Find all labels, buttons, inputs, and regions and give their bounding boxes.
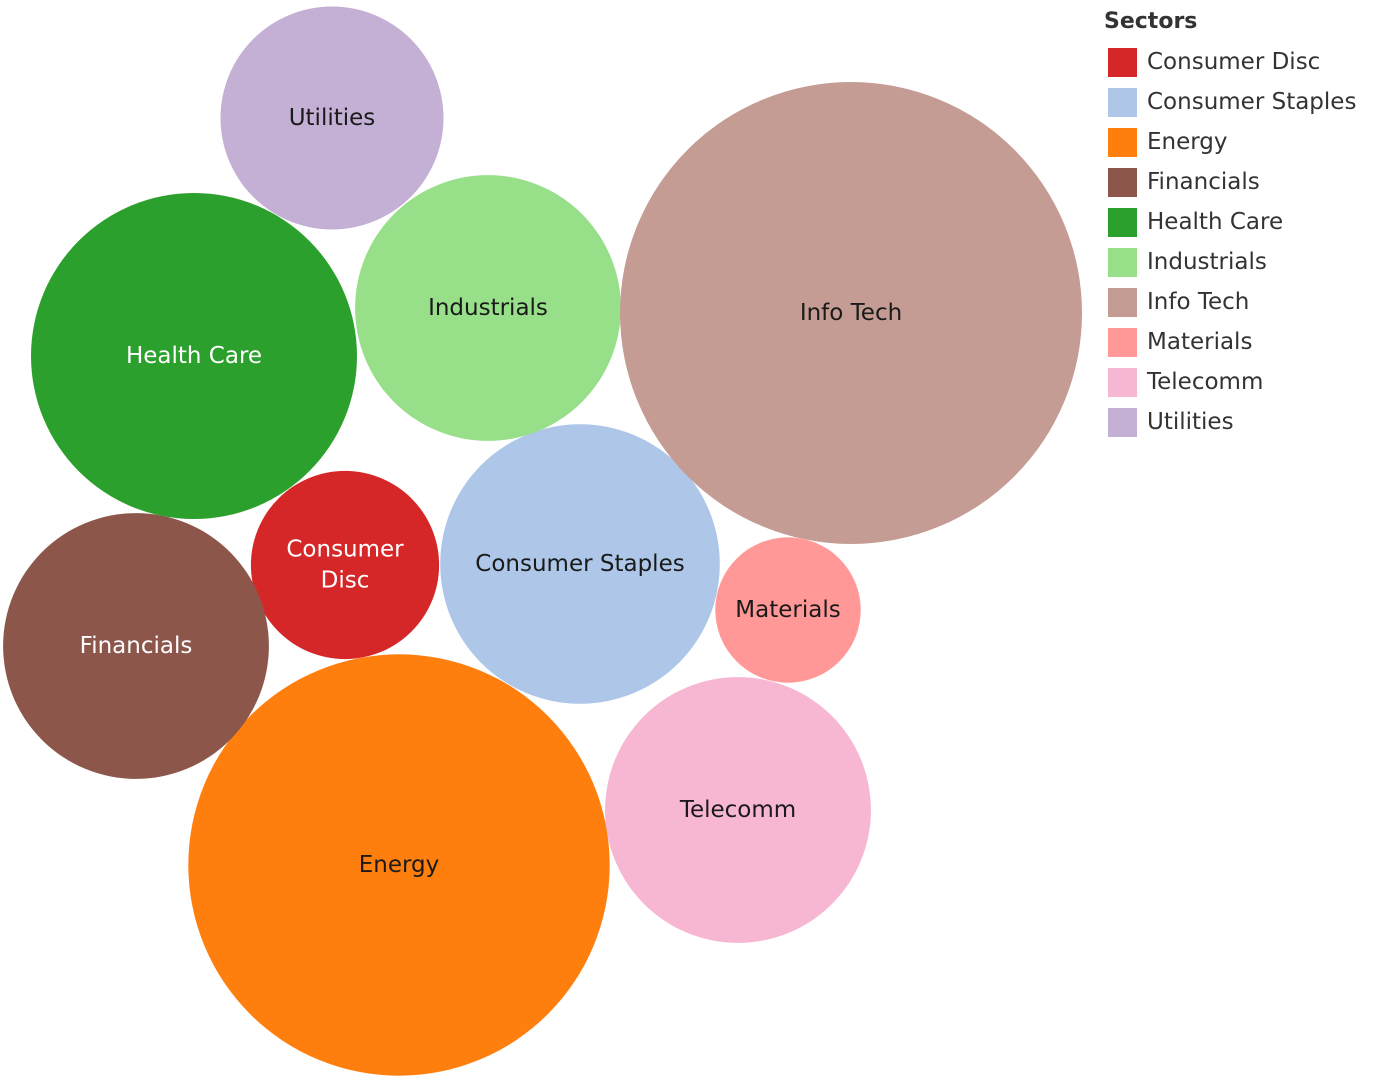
bubble-circle-consumer-disc[interactable] bbox=[250, 470, 440, 660]
bubble-financials[interactable]: Financials bbox=[3, 513, 269, 779]
bubble-telecomm[interactable]: Telecomm bbox=[605, 677, 871, 943]
bubble-materials[interactable]: Materials bbox=[715, 537, 861, 683]
legend-label: Health Care bbox=[1147, 209, 1284, 235]
legend-item-utilities[interactable]: Utilities bbox=[1104, 402, 1374, 442]
bubble-label-energy: Energy bbox=[359, 852, 440, 878]
bubble-label-industrials: Industrials bbox=[428, 295, 548, 321]
bubble-utilities[interactable]: Utilities bbox=[220, 6, 444, 230]
bubble-label-info-tech: Info Tech bbox=[800, 300, 902, 326]
bubble-label-health-care: Health Care bbox=[126, 343, 262, 369]
legend-swatch bbox=[1108, 47, 1137, 77]
legend-item-financials[interactable]: Financials bbox=[1104, 162, 1374, 202]
bubble-industrials[interactable]: Industrials bbox=[355, 175, 621, 441]
bubble-circle-utilities[interactable] bbox=[220, 6, 444, 230]
legend-item-consumer-disc[interactable]: Consumer Disc bbox=[1104, 42, 1374, 82]
bubble-label-consumer-staples: Consumer Staples bbox=[475, 551, 684, 577]
bubble-label-line: Disc bbox=[321, 568, 370, 594]
bubble-consumer-staples[interactable]: Consumer Staples bbox=[440, 424, 720, 704]
legend-label: Telecomm bbox=[1147, 369, 1264, 395]
legend-item-consumer-staples[interactable]: Consumer Staples bbox=[1104, 82, 1374, 122]
legend-swatch bbox=[1108, 287, 1137, 317]
bubbles-group: Consumer Disc Consumer Staples Energy Financ… bbox=[3, 6, 1082, 1076]
bubble-label-line: Health Care bbox=[126, 343, 262, 369]
bubble-label-line: Utilities bbox=[289, 105, 376, 131]
bubble-health-care[interactable]: Health Care bbox=[31, 193, 357, 519]
legend-label: Financials bbox=[1147, 169, 1260, 195]
legend: Sectors Consumer Disc Consumer Staples Ene… bbox=[1104, 6, 1374, 442]
legend-item-energy[interactable]: Energy bbox=[1104, 122, 1374, 162]
bubble-circle-materials[interactable] bbox=[715, 537, 861, 683]
bubble-circle-health-care[interactable] bbox=[31, 193, 357, 519]
bubble-circle-industrials[interactable] bbox=[355, 175, 621, 441]
legend-item-health-care[interactable]: Health Care bbox=[1104, 202, 1374, 242]
bubble-label-line: Telecomm bbox=[679, 797, 796, 823]
bubble-consumer-disc[interactable]: Consumer Disc bbox=[250, 470, 440, 660]
bubble-circle-telecomm[interactable] bbox=[605, 677, 871, 943]
legend-label: Materials bbox=[1147, 329, 1253, 355]
bubble-label-consumer-disc: Consumer Disc bbox=[286, 537, 404, 594]
bubble-info-tech[interactable]: Info Tech bbox=[620, 82, 1082, 544]
legend-label: Consumer Staples bbox=[1147, 89, 1357, 115]
bubble-label-line: Consumer bbox=[286, 537, 404, 563]
legend-item-industrials[interactable]: Industrials bbox=[1104, 242, 1374, 282]
legend-item-telecomm[interactable]: Telecomm bbox=[1104, 362, 1374, 402]
bubble-circle-energy[interactable] bbox=[188, 654, 610, 1076]
bubble-energy[interactable]: Energy bbox=[188, 654, 610, 1076]
legend-swatch bbox=[1108, 327, 1137, 357]
bubble-label-line: Consumer Staples bbox=[475, 551, 684, 577]
legend-label: Info Tech bbox=[1147, 289, 1250, 315]
bubble-label-line: Financials bbox=[80, 633, 193, 659]
bubble-label-telecomm: Telecomm bbox=[679, 797, 796, 823]
legend-label: Energy bbox=[1147, 129, 1228, 155]
legend-swatch bbox=[1108, 367, 1137, 397]
legend-swatch bbox=[1108, 247, 1137, 277]
legend-label: Industrials bbox=[1147, 249, 1267, 275]
legend-label: Utilities bbox=[1147, 409, 1234, 435]
legend-item-info-tech[interactable]: Info Tech bbox=[1104, 282, 1374, 322]
bubble-circle-financials[interactable] bbox=[3, 513, 269, 779]
bubble-label-utilities: Utilities bbox=[289, 105, 376, 131]
legend-swatch bbox=[1108, 87, 1137, 117]
legend-swatch bbox=[1108, 167, 1137, 197]
bubble-label-line: Info Tech bbox=[800, 300, 902, 326]
bubble-label-line: Materials bbox=[735, 597, 840, 623]
bubble-label-line: Energy bbox=[359, 852, 440, 878]
legend-swatch bbox=[1108, 207, 1137, 237]
legend-label: Consumer Disc bbox=[1147, 49, 1321, 75]
bubble-label-financials: Financials bbox=[80, 633, 193, 659]
legend-swatch bbox=[1108, 127, 1137, 157]
bubble-label-line: Industrials bbox=[428, 295, 548, 321]
legend-item-materials[interactable]: Materials bbox=[1104, 322, 1374, 362]
legend-swatch bbox=[1108, 407, 1137, 437]
legend-items: Consumer Disc Consumer Staples Energy Finan… bbox=[1104, 42, 1374, 442]
bubble-circle-info-tech[interactable] bbox=[620, 82, 1082, 544]
bubble-circle-consumer-staples[interactable] bbox=[440, 424, 720, 704]
legend-title: Sectors bbox=[1104, 9, 1198, 34]
bubble-label-materials: Materials bbox=[735, 597, 840, 623]
